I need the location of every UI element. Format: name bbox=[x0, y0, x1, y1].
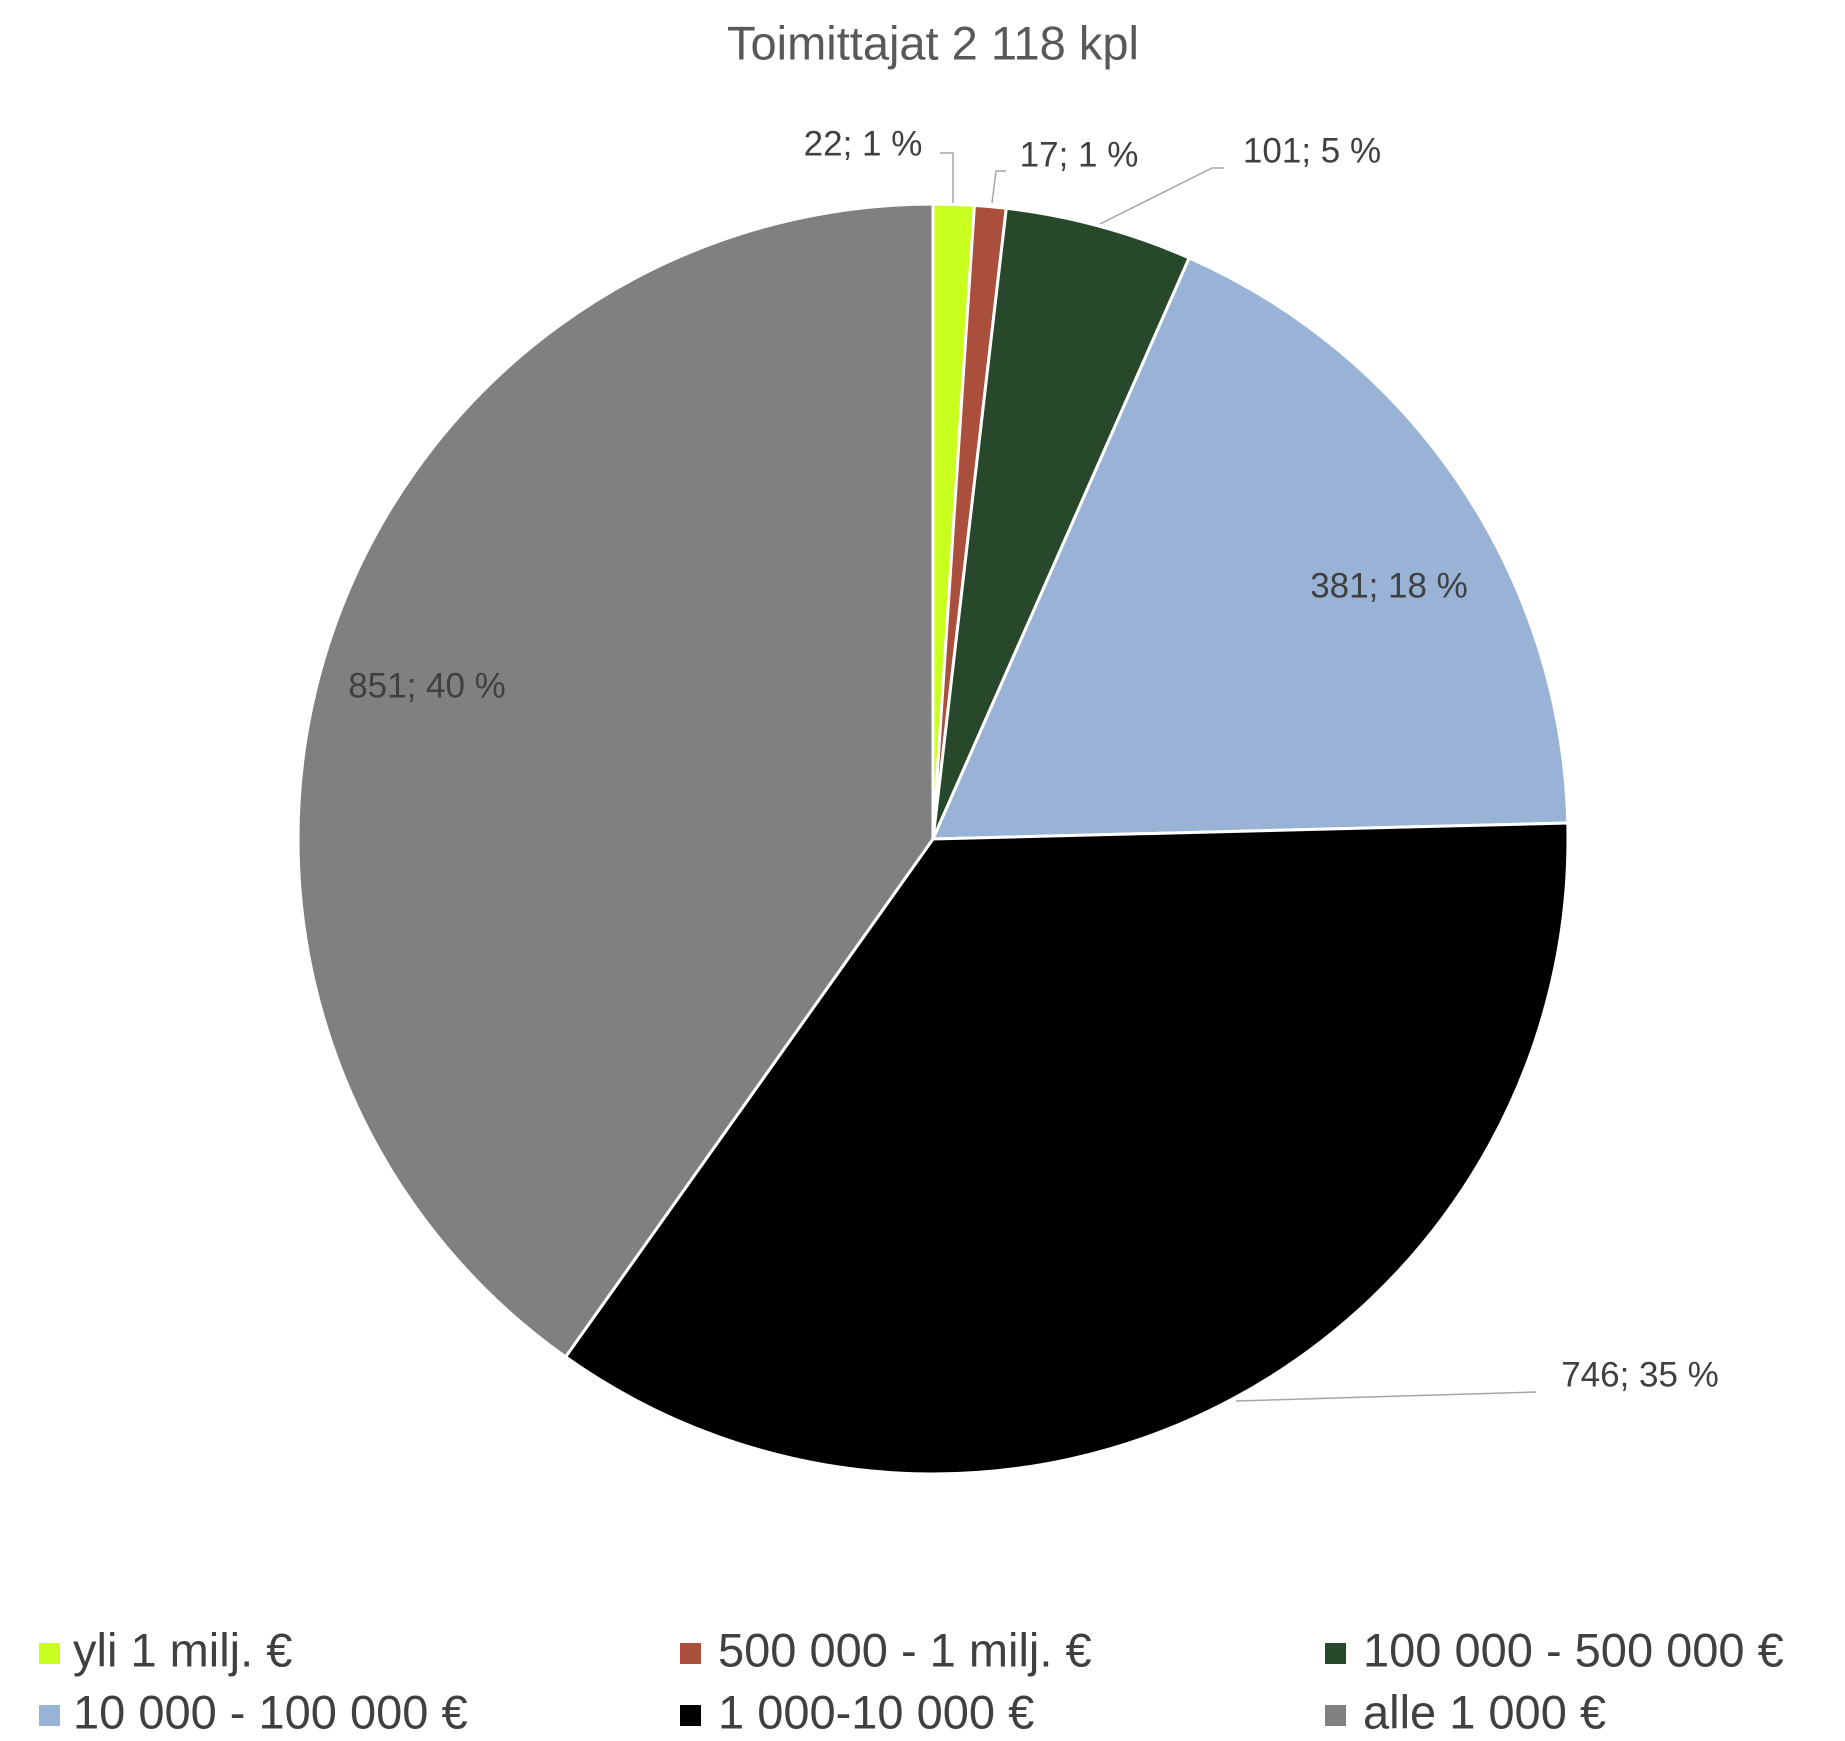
data-label: 381; 18 % bbox=[1310, 566, 1468, 605]
legend-swatch bbox=[1325, 1705, 1346, 1726]
data-label: 851; 40 % bbox=[348, 666, 506, 705]
legend-label: yli 1 milj. € bbox=[73, 1623, 292, 1676]
data-label: 17; 1 % bbox=[1020, 135, 1139, 174]
legend-label: 100 000 - 500 000 € bbox=[1363, 1623, 1784, 1676]
data-label: 22; 1 % bbox=[804, 124, 923, 163]
data-label: 101; 5 % bbox=[1243, 131, 1381, 170]
pie-slice bbox=[931, 206, 1192, 840]
chart-title: Toimittajat 2 118 kpl bbox=[727, 16, 1139, 69]
legend-label: 500 000 - 1 milj. € bbox=[718, 1623, 1092, 1676]
leader-line bbox=[1235, 1391, 1537, 1402]
legend-label: 10 000 - 100 000 € bbox=[73, 1685, 468, 1738]
pie-slice bbox=[296, 202, 935, 1359]
legend-swatch bbox=[39, 1643, 60, 1664]
pie-slice bbox=[930, 256, 1570, 841]
legend-swatch bbox=[1325, 1643, 1346, 1664]
data-label: 746; 35 % bbox=[1561, 1355, 1719, 1394]
legend-swatch bbox=[39, 1705, 60, 1726]
leader-line bbox=[991, 170, 1006, 204]
leader-line bbox=[1099, 167, 1224, 225]
legend-label: alle 1 000 € bbox=[1363, 1685, 1606, 1738]
legend-label: 1 000-10 000 € bbox=[718, 1685, 1034, 1738]
leader-line bbox=[940, 152, 954, 203]
pie-slice bbox=[563, 821, 1570, 1476]
legend-swatch bbox=[680, 1705, 701, 1726]
legend-swatch bbox=[680, 1643, 701, 1664]
